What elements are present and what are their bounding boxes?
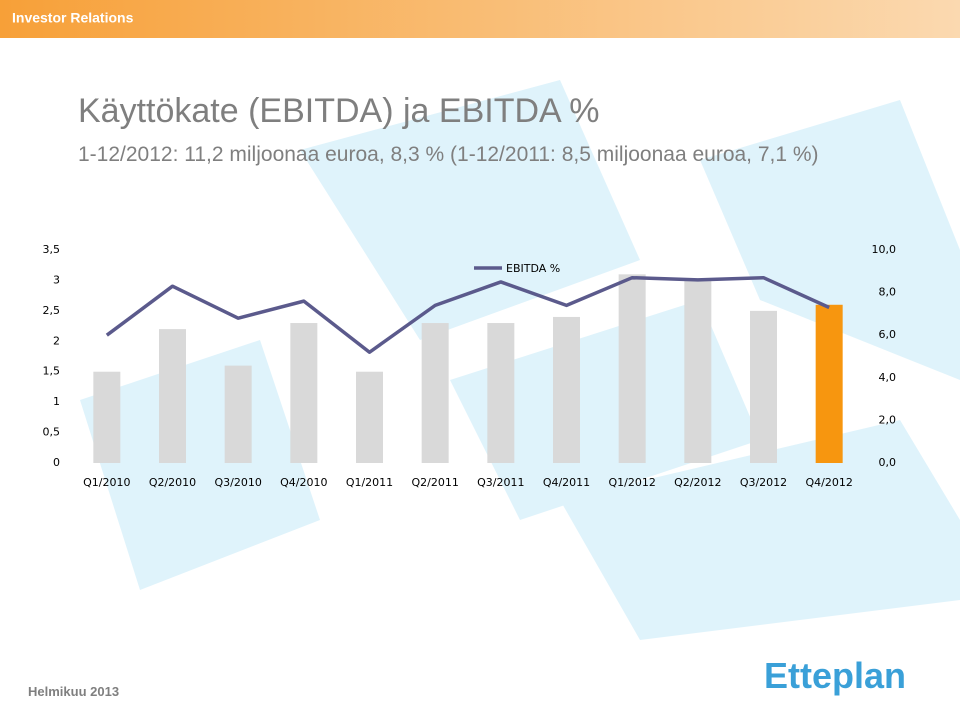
y-tick-label: 3 xyxy=(53,273,60,286)
y-tick-label: 0,5 xyxy=(43,426,61,439)
x-tick-label: Q3/2011 xyxy=(477,476,524,489)
x-tick-label: Q1/2011 xyxy=(346,476,393,489)
subtitle: 1-12/2012: 11,2 miljoonaa euroa, 8,3 % (… xyxy=(78,143,819,166)
y2-tick-label: 0,0 xyxy=(879,456,897,469)
y-tick-label: 1,5 xyxy=(43,365,61,378)
bar xyxy=(618,274,646,463)
bar xyxy=(356,371,383,463)
x-tick-label: Q4/2012 xyxy=(805,476,852,489)
y-tick-label: 1 xyxy=(53,395,60,408)
x-tick-label: Q2/2010 xyxy=(149,476,196,489)
x-tick-label: Q1/2012 xyxy=(608,476,655,489)
header-bar xyxy=(0,0,960,38)
y-tick-label: 3,5 xyxy=(43,243,61,256)
bar xyxy=(421,323,449,463)
y-tick-label: 2 xyxy=(53,334,60,347)
line xyxy=(105,275,830,354)
bar xyxy=(815,304,843,463)
bar xyxy=(750,310,777,463)
x-tick-label: Q3/2010 xyxy=(214,476,261,489)
bar xyxy=(159,329,186,463)
title: Käyttökate (EBITDA) ja EBITDA % xyxy=(78,92,600,130)
y2-tick-label: 10,0 xyxy=(872,243,897,256)
y2-tick-label: 4,0 xyxy=(879,371,897,384)
background-shapes xyxy=(80,80,960,640)
bar xyxy=(487,323,515,463)
logo: Etteplan xyxy=(764,655,906,696)
bar xyxy=(290,323,318,463)
legend-label: EBITDA % xyxy=(506,262,560,275)
x-tick-label: Q4/2011 xyxy=(543,476,590,489)
x-tick-label: Q4/2010 xyxy=(280,476,327,489)
y-tick-label: 0 xyxy=(53,456,60,469)
bar xyxy=(93,371,121,463)
x-tick-label: Q2/2012 xyxy=(674,476,721,489)
y2-tick-label: 2,0 xyxy=(879,413,897,426)
x-tick-label: Q1/2010 xyxy=(83,476,130,489)
bar xyxy=(684,280,712,463)
header: Investor Relations xyxy=(12,10,134,26)
x-tick-label: Q3/2012 xyxy=(740,476,787,489)
y2-tick-label: 6,0 xyxy=(879,328,897,341)
footer: Helmikuu 2013 xyxy=(28,684,119,699)
bar xyxy=(224,365,252,463)
y-tick-label: 2,5 xyxy=(43,304,61,317)
x-tick-label: Q2/2011 xyxy=(411,476,458,489)
y2-tick-label: 8,0 xyxy=(879,286,897,299)
chart: 0 0,5 1 1,5 2 2,5 3 3,5 0,0 2,0 4,0 6,0 8,0 10,0 Q1/20… xyxy=(43,243,897,489)
bar xyxy=(553,316,580,463)
